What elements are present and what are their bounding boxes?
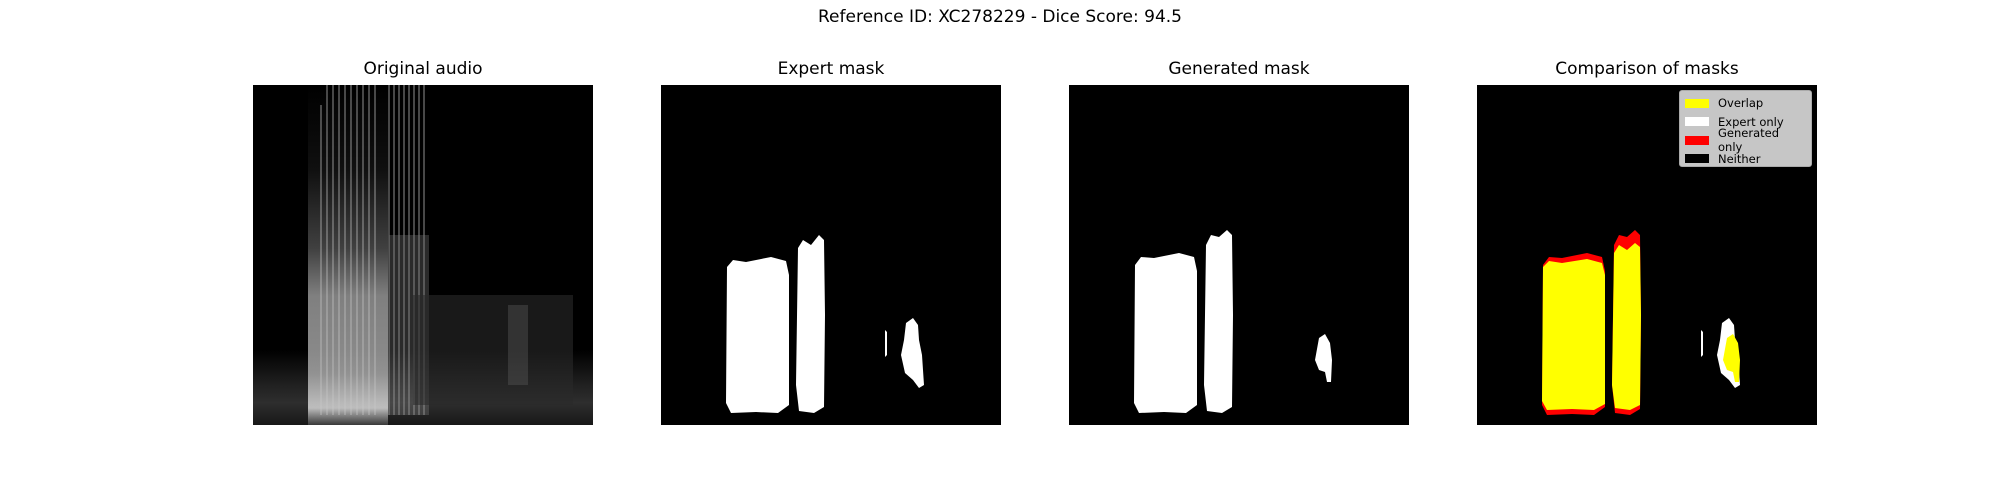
comparison-mask-image: Overlap Expert only Generated only Neith… [1477,85,1817,425]
expert-mask-image [661,85,1001,425]
legend-item-overlap: Overlap [1685,94,1806,113]
generated-mask-image [1069,85,1409,425]
spectrogram-image [253,85,593,425]
figure-suptitle: Reference ID: XC278229 - Dice Score: 94.… [818,7,1182,27]
legend-swatch-expert-only [1685,117,1709,127]
panel-title-comparison-of-masks: Comparison of masks [1555,59,1739,79]
legend-label-neither: Neither [1718,151,1761,166]
legend-swatch-generated-only [1685,135,1709,145]
panel-title-generated-mask: Generated mask [1168,59,1310,79]
legend-item-generated-only: Generated only [1685,126,1806,154]
panel-title-original-audio: Original audio [363,59,483,79]
legend-swatch-neither [1685,154,1709,164]
legend-label-expert-only: Expert only [1718,114,1784,129]
panel-title-expert-mask: Expert mask [777,59,885,79]
legend: Overlap Expert only Generated only Neith… [1679,90,1812,167]
legend-item-expert-only: Expert only [1685,113,1806,132]
legend-label-generated-only: Generated only [1718,126,1780,155]
legend-label-overlap: Overlap [1718,96,1764,111]
legend-swatch-overlap [1685,98,1709,108]
legend-item-neither: Neither [1685,150,1806,169]
